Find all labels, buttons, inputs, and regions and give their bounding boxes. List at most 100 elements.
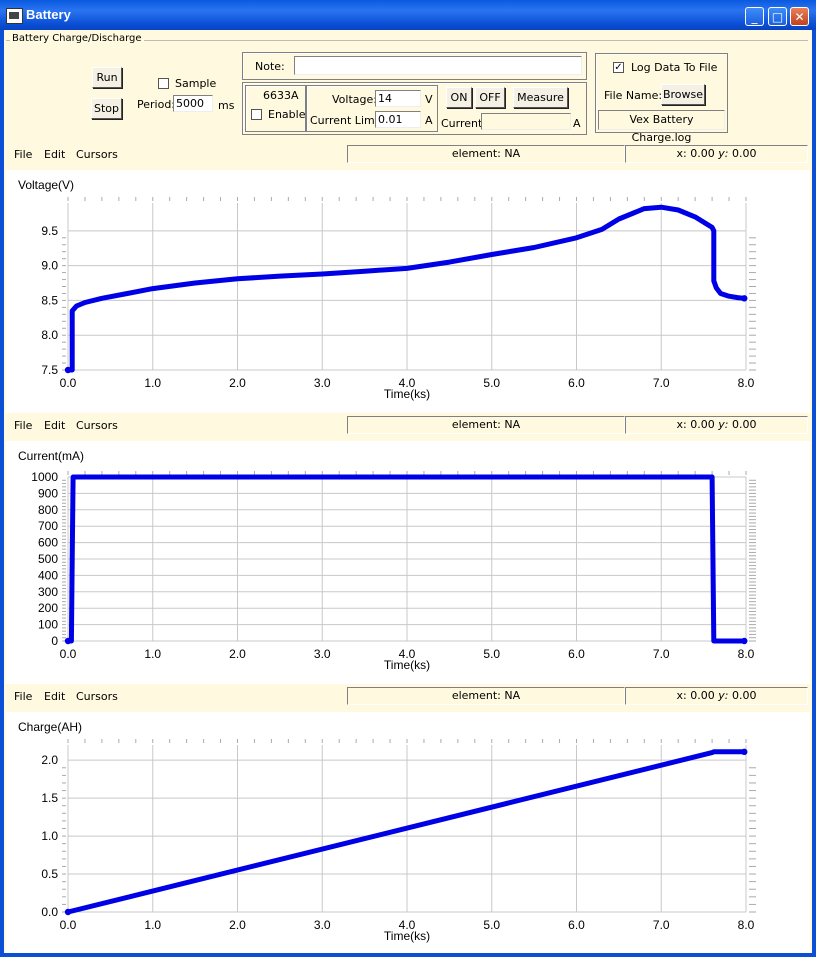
window-title: Battery xyxy=(26,7,71,22)
group-label: Battery Charge/Discharge xyxy=(10,33,144,44)
log-checkbox[interactable]: ✓ xyxy=(613,62,624,73)
note-input[interactable] xyxy=(294,56,582,75)
chart2-edit-menu[interactable]: Edit xyxy=(44,419,66,432)
x-tick-label: 2.0 xyxy=(229,647,246,661)
period-label: Period: xyxy=(137,98,176,111)
x-tick-label: 3.0 xyxy=(314,918,331,932)
y-tick-label: 700 xyxy=(38,519,58,533)
device-label: 6633A xyxy=(263,89,299,102)
sample-label: Sample xyxy=(175,77,217,90)
chart2-xy-status: x: 0.00 y: 0.00 xyxy=(625,416,808,434)
x-tick-label: 8.0 xyxy=(738,918,755,932)
charge-chart: 0.0 1.0 2.0 3.0 4.0 5.0 6.0 7.0 8.0 0.0 0.5 1.0 1.5 2… xyxy=(6,712,810,953)
y-tick-label: 500 xyxy=(38,552,58,566)
data-point xyxy=(741,637,748,645)
x-tick-label: 0.0 xyxy=(60,918,77,932)
y-tick-label: 1.5 xyxy=(41,791,58,805)
enable-checkbox[interactable] xyxy=(251,109,262,120)
current-unit: A xyxy=(573,117,581,130)
current-limit-label: Current Limit: xyxy=(310,114,386,127)
x-tick-label: 7.0 xyxy=(653,647,670,661)
note-label: Note: xyxy=(255,60,285,73)
x-tick-label: 5.0 xyxy=(483,376,500,390)
y-label: y: xyxy=(718,147,729,160)
x-tick-label: 6.0 xyxy=(568,647,585,661)
x-tick-label: 7.0 xyxy=(653,376,670,390)
x-tick-label: 7.0 xyxy=(653,918,670,932)
y-tick-label: 8.5 xyxy=(41,293,58,307)
series-line xyxy=(65,749,747,915)
y-tick-label: 800 xyxy=(38,503,58,517)
minimize-button[interactable]: _ xyxy=(745,7,764,26)
series-line xyxy=(65,474,747,644)
y-tick-label: 9.0 xyxy=(41,259,58,273)
maximize-button[interactable]: □ xyxy=(768,7,787,26)
data-point xyxy=(64,908,72,916)
x-value: 0.00 xyxy=(690,689,715,702)
y-tick-label: 1.0 xyxy=(41,829,58,843)
voltage-unit: V xyxy=(425,93,433,106)
run-button[interactable]: Run xyxy=(92,67,122,88)
chart1-element-status: element: NA xyxy=(347,145,625,163)
supply-panel xyxy=(242,82,587,135)
browse-button[interactable]: Browse xyxy=(661,84,705,105)
y-value: 0.00 xyxy=(731,418,757,431)
chart2-element-status: element: NA xyxy=(347,416,625,434)
on-button[interactable]: ON xyxy=(446,87,472,108)
series-line xyxy=(65,204,747,373)
chart2-cursors-menu[interactable]: Cursors xyxy=(76,419,118,432)
x-tick-label: 3.0 xyxy=(314,376,331,390)
x-tick-label: 8.0 xyxy=(738,647,755,661)
sample-checkbox[interactable] xyxy=(158,78,169,89)
note-panel xyxy=(242,52,587,80)
chart3-cursors-menu[interactable]: Cursors xyxy=(76,690,118,703)
x-tick-label: 4.0 xyxy=(399,647,416,661)
voltage-input[interactable]: 14 xyxy=(375,90,421,107)
enable-label: Enable xyxy=(268,108,306,121)
y-axis-label: Current(mA) xyxy=(18,449,84,463)
y-tick-label: 900 xyxy=(38,486,58,500)
chart3-xy-status: x: 0.00 y: 0.00 xyxy=(625,687,808,705)
y-value: 0.00 xyxy=(731,689,757,702)
y-tick-label: 9.5 xyxy=(41,224,58,238)
window-frame xyxy=(0,30,816,957)
chart1-edit-menu[interactable]: Edit xyxy=(44,148,66,161)
device-subpanel xyxy=(245,85,306,132)
x-tick-label: 0.0 xyxy=(60,647,77,661)
y-tick-label: 0 xyxy=(51,634,58,648)
period-input[interactable]: 5000 xyxy=(173,95,213,112)
measure-button[interactable]: Measure xyxy=(513,87,568,108)
x-tick-label: 0.0 xyxy=(60,376,77,390)
off-button[interactable]: OFF xyxy=(475,87,505,108)
x-tick-label: 2.0 xyxy=(229,376,246,390)
chart3-edit-menu[interactable]: Edit xyxy=(44,690,66,703)
stop-button[interactable]: Stop xyxy=(91,98,122,119)
title-bar: Battery _ □ ✕ xyxy=(0,0,816,30)
x-axis-label: Time(ks) xyxy=(384,929,430,943)
group-divider xyxy=(6,40,808,41)
x-tick-label: 6.0 xyxy=(568,376,585,390)
x-tick-label: 1.0 xyxy=(144,376,161,390)
current-limit-input[interactable]: 0.01 xyxy=(375,111,421,128)
y-label: y: xyxy=(718,689,729,702)
y-tick-label: 300 xyxy=(38,585,58,599)
log-panel xyxy=(595,53,728,133)
x-tick-label: 4.0 xyxy=(399,918,416,932)
close-button[interactable]: ✕ xyxy=(790,7,809,26)
chart1-file-menu[interactable]: File xyxy=(14,148,33,161)
x-axis-label: Time(ks) xyxy=(384,658,430,672)
current-label: Current: xyxy=(441,117,487,130)
x-label: x: xyxy=(676,418,687,431)
chart1-cursors-menu[interactable]: Cursors xyxy=(76,148,118,161)
y-label: y: xyxy=(718,418,729,431)
voltage-label: Voltage: xyxy=(332,93,377,106)
x-value: 0.00 xyxy=(690,418,715,431)
x-tick-label: 8.0 xyxy=(738,376,755,390)
y-tick-label: 600 xyxy=(38,536,58,550)
voltage-chart: 0.0 1.0 2.0 3.0 4.0 5.0 6.0 7.0 8.0 7.5 8.0 8.5 9.0 9… xyxy=(6,170,810,413)
chart3-file-menu[interactable]: File xyxy=(14,690,33,703)
chart2-file-menu[interactable]: File xyxy=(14,419,33,432)
y-tick-label: 2.0 xyxy=(41,753,58,767)
filename-label: File Name: xyxy=(604,89,663,102)
filename-display: Vex Battery Charge.log xyxy=(598,110,725,144)
